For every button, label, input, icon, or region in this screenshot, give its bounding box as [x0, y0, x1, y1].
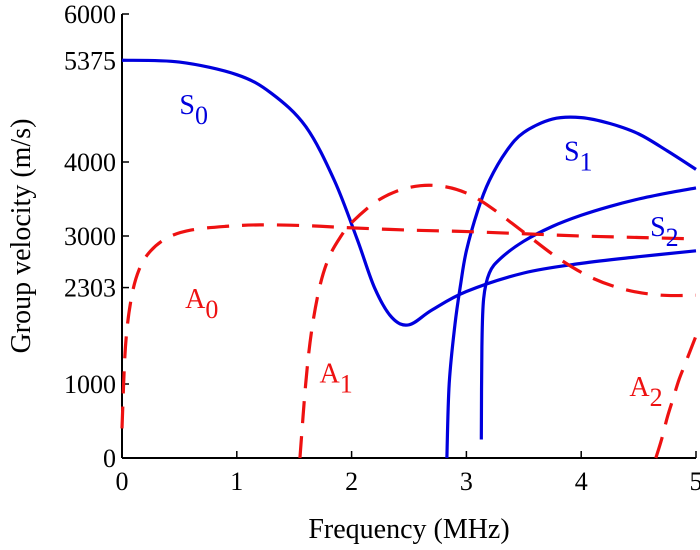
series-line-s1 [445, 115, 697, 459]
y-axis-title: Group velocity (m/s) [6, 119, 37, 354]
y-tick-label: 5375 [64, 46, 116, 75]
y-tick-label: 6000 [64, 0, 116, 29]
curve-label-a1: A1 [319, 359, 352, 399]
series-line-s0 [121, 58, 697, 327]
x-tick-label: 4 [575, 467, 588, 496]
curve-group [120, 58, 698, 459]
x-tick-label: 5 [690, 467, 700, 496]
tick-group: 0 1 2 3 4 5 0 1000 2303 3000 4000 5375 6000 [64, 0, 700, 496]
y-tick-label: 1000 [64, 370, 116, 399]
curve-label-s2: S2 [650, 212, 679, 252]
y-tick-label: 2303 [64, 274, 116, 303]
x-tick-label: 1 [230, 467, 243, 496]
curve-label-s0: S0 [179, 90, 208, 130]
x-axis-title: Frequency (MHz) [308, 514, 509, 545]
y-tick-label: 3000 [64, 222, 116, 251]
x-tick-label: 2 [345, 467, 358, 496]
series-line-a0 [120, 223, 697, 429]
curve-label-a2: A2 [629, 372, 662, 412]
series-line-a2 [654, 335, 698, 459]
y-tick-label: 0 [103, 444, 116, 473]
y-tick-label: 4000 [64, 148, 116, 177]
series-line-a1 [298, 183, 697, 459]
x-tick-label: 3 [460, 467, 473, 496]
curve-label-s1: S1 [564, 137, 593, 177]
curve-label-a0: A0 [185, 284, 218, 324]
curve-label-group: S0 S1 S2 A0 A1 A2 [179, 90, 678, 412]
x-tick-label: 0 [116, 467, 129, 496]
